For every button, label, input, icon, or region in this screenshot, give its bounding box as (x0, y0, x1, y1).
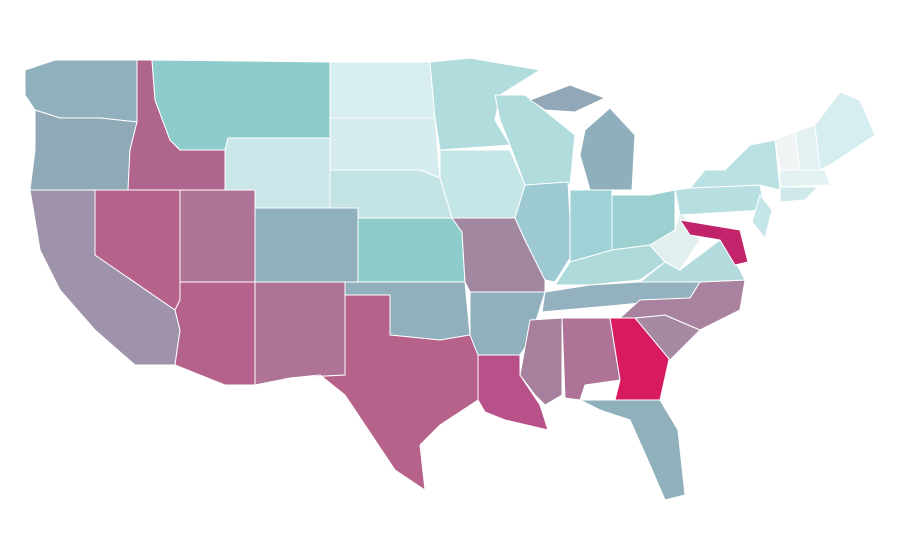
state (289, 294, 479, 491)
state (429, 57, 541, 151)
state (751, 194, 773, 239)
state (779, 169, 831, 188)
state (254, 207, 359, 283)
state (689, 139, 781, 191)
state (579, 399, 686, 501)
state (151, 59, 331, 151)
state (329, 61, 436, 119)
state (569, 189, 613, 263)
state (29, 109, 138, 191)
state (674, 184, 766, 216)
state (179, 189, 256, 283)
state (477, 354, 549, 431)
state (679, 219, 749, 266)
state (174, 281, 256, 386)
state (529, 84, 606, 113)
state (619, 279, 746, 331)
state (814, 91, 876, 171)
state (779, 186, 819, 203)
state (514, 181, 573, 283)
state (561, 317, 621, 401)
state (357, 217, 466, 283)
state (254, 281, 346, 386)
state (579, 107, 636, 191)
state (329, 117, 441, 179)
states (24, 57, 876, 501)
state (439, 149, 526, 219)
